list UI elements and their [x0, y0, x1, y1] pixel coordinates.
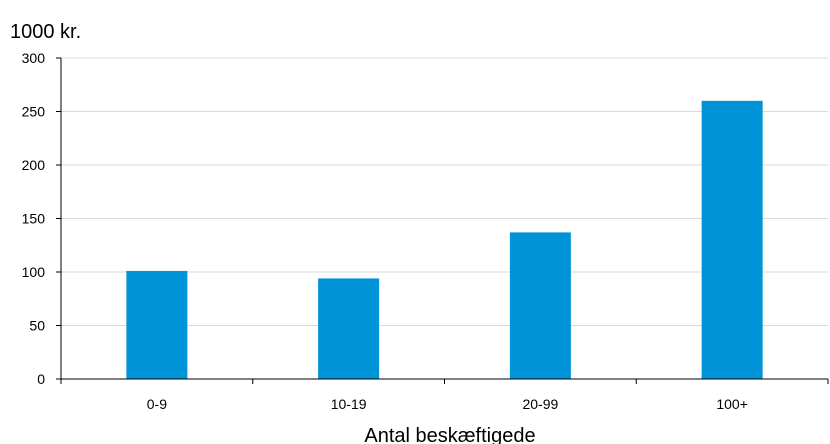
y-tick-label: 300 [22, 50, 46, 66]
x-tick-labels: 0-9 10-19 20-99 100+ [147, 396, 748, 412]
x-axis-label: Antal beskæftigede [364, 425, 535, 444]
bar [509, 232, 571, 379]
y-tick-label: 150 [22, 211, 46, 227]
x-tick-label: 20-99 [522, 396, 558, 412]
axes [56, 57, 829, 384]
x-tick-label: 100+ [716, 396, 748, 412]
bar [701, 100, 763, 380]
y-tick-label: 100 [22, 264, 46, 280]
bars [126, 100, 763, 380]
x-tick-label: 0-9 [147, 396, 167, 412]
y-tick-labels: 0 50 100 150 200 250 300 [22, 50, 46, 387]
gridlines [61, 57, 828, 326]
y-tick-label: 50 [29, 318, 45, 334]
y-tick-label: 200 [22, 157, 46, 173]
x-tick-label: 10-19 [331, 396, 367, 412]
y-tick-label: 0 [37, 371, 45, 387]
bar [318, 278, 380, 379]
y-unit-label: 1000 kr. [10, 21, 81, 43]
bar [126, 270, 188, 379]
y-tick-label: 250 [22, 104, 46, 120]
